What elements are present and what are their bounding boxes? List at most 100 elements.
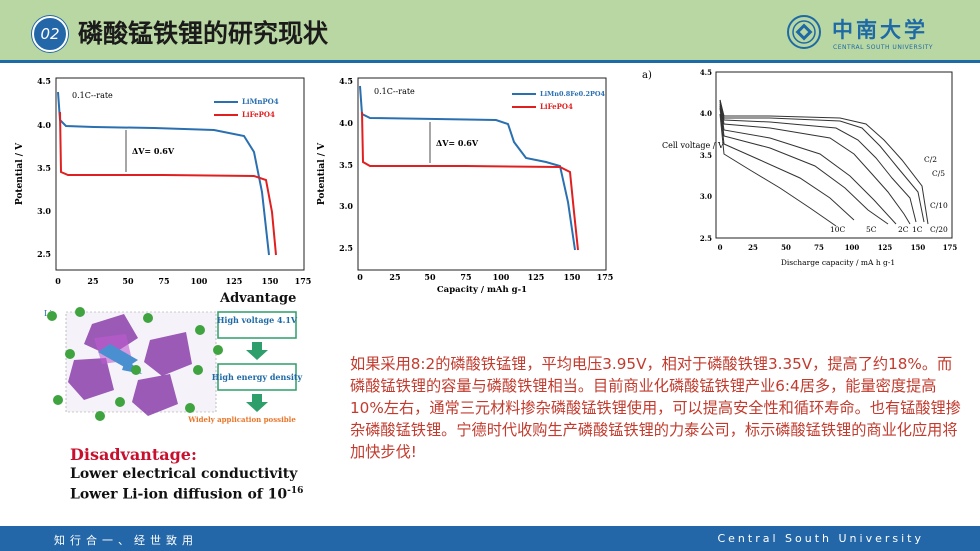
- rate-label-1c: 1C: [912, 225, 923, 234]
- advantage-box-energy-density: High energy density: [212, 372, 303, 382]
- y-tick: 4.5: [339, 76, 353, 86]
- advantage-box-high-voltage: High voltage 4.1V: [217, 315, 298, 325]
- disadvantage-title: Disadvantage:: [70, 445, 197, 464]
- x-tick: 50: [781, 243, 791, 252]
- x-tick: 0: [718, 243, 723, 252]
- header-divider: [0, 60, 980, 63]
- footer-university-name: Central South University: [717, 532, 924, 545]
- x-tick: 150: [911, 243, 926, 252]
- series-line-lifepo4: [59, 111, 277, 256]
- x-tick: 50: [424, 272, 436, 282]
- x-tick: 175: [943, 243, 958, 252]
- chart-limnpo4-vs-lifepo4: Potential / V 4.5 4.0 3.5 3.0 2.5 0 25 5…: [14, 72, 314, 292]
- plot-frame: [357, 77, 607, 271]
- x-tick: 25: [389, 272, 400, 282]
- y-tick: 2.5: [37, 249, 51, 259]
- rate-label-2c: 2C: [898, 225, 909, 234]
- curve-1c: [719, 103, 897, 225]
- advantage-title: Advantage: [220, 291, 297, 306]
- series-line-lifepo4-2: [361, 111, 579, 251]
- y-axis-label: Potential / V: [317, 142, 327, 205]
- x-tick: 25: [87, 276, 98, 286]
- x-tick: 125: [878, 243, 893, 252]
- x-tick: 0: [357, 272, 363, 282]
- rate-label-c5: C/5: [932, 169, 945, 178]
- x-tick: 0: [55, 276, 61, 286]
- x-tick: 125: [226, 276, 243, 286]
- advantage-note: Widely application possible: [187, 415, 296, 424]
- x-tick: 100: [191, 276, 208, 286]
- advantage-diagram: Li High voltage 4.1V High energy density…: [44, 307, 303, 424]
- y-tick: 3.0: [700, 192, 712, 201]
- legend-lifepo4: LiFePO4: [242, 110, 275, 119]
- footer-bar: 知行合一、经世致用 Central South University: [0, 526, 980, 551]
- legend-lifepo4-2: LiFePO4: [540, 102, 573, 111]
- chart-discharge-rate-capability: a) Cell voltage / V 4.5 4.0 3.5 3.0 2.5 …: [640, 64, 964, 274]
- y-tick: 4.5: [700, 68, 712, 77]
- plot-frame: [715, 71, 953, 239]
- y-axis-label: Potential / V: [15, 142, 25, 205]
- y-tick: 3.5: [339, 160, 353, 170]
- legend-limnpo4: LiMnPO4: [242, 97, 279, 106]
- y-tick: 3.0: [339, 201, 353, 211]
- x-tick: 100: [493, 272, 510, 282]
- y-axis-label: Cell voltage / V: [662, 141, 724, 150]
- disadvantage-item-conductivity: Lower electrical conductivity: [70, 466, 298, 482]
- x-tick: 150: [564, 272, 581, 282]
- slide-title: 磷酸锰铁锂的研究现状: [78, 19, 329, 48]
- x-tick: 50: [122, 276, 134, 286]
- curve-c2: [719, 101, 911, 225]
- rate-label: 0.1C--rate: [72, 91, 113, 100]
- header-bar: 02 磷酸锰铁锂的研究现状 中南大学 CENTRAL SOUTH UNIVERS…: [0, 0, 980, 60]
- curve-c5: [719, 99, 917, 223]
- section-number-badge: 02: [32, 16, 68, 52]
- x-tick: 75: [158, 276, 169, 286]
- y-tick: 2.5: [339, 243, 353, 253]
- rate-label-c2: C/2: [924, 155, 937, 164]
- plot-frame: [55, 77, 305, 271]
- x-tick: 75: [814, 243, 824, 252]
- x-tick: 125: [528, 272, 545, 282]
- disadvantage-item-diffusion: Lower Li-ion diffusion of 10-16: [70, 486, 303, 503]
- delta-v-label: ΔV= 0.6V: [436, 138, 479, 148]
- logo-chinese-name: 中南大学: [832, 17, 928, 42]
- curve-2c: [719, 105, 889, 225]
- x-tick: 75: [460, 272, 471, 282]
- diffusion-exponent: -16: [287, 486, 304, 496]
- series-line-limn08fe02po4: [359, 85, 576, 251]
- curve-c20: [719, 99, 929, 225]
- curve-5c: [719, 107, 855, 221]
- chart-limn08fe02po4-vs-lifepo4: Potential / V 4.5 4.0 3.5 3.0 2.5 0 25 5…: [316, 72, 616, 302]
- x-axis-label: Capacity / mAh g-1: [437, 285, 527, 295]
- x-tick: 25: [748, 243, 758, 252]
- university-emblem-icon: [787, 15, 821, 49]
- rate-label-c10: C/10: [930, 201, 948, 210]
- delta-v-label: ΔV= 0.6V: [132, 146, 175, 156]
- rate-label-c20: C/20: [930, 225, 948, 234]
- rate-label-10c: 10C: [830, 225, 846, 234]
- x-axis-label: Discharge capacity / mA h g-1: [781, 258, 895, 267]
- logo-english-name: CENTRAL SOUTH UNIVERSITY: [833, 44, 934, 51]
- y-tick: 3.0: [37, 206, 51, 216]
- y-tick: 3.5: [37, 163, 51, 173]
- x-tick: 150: [262, 276, 279, 286]
- series-line-limnpo4: [57, 91, 270, 256]
- x-tick: 175: [295, 276, 312, 286]
- y-tick: 4.0: [339, 118, 353, 128]
- y-tick: 4.0: [700, 109, 712, 118]
- diffusion-text: Lower Li-ion diffusion of 10: [70, 486, 288, 503]
- y-tick: 3.5: [700, 151, 712, 160]
- x-tick: 175: [597, 272, 614, 282]
- panel-label: a): [642, 70, 652, 81]
- body-paragraph: 如果采用8:2的磷酸铁锰锂，平均电压3.95V，相对于磷酸铁锂3.35V，提高了…: [350, 355, 961, 461]
- footer-motto: 知行合一、经世致用: [54, 534, 198, 547]
- x-tick: 100: [845, 243, 860, 252]
- rate-label: 0.1C--rate: [374, 87, 415, 96]
- legend-limn08fe02po4: LiMn0.8Fe0.2PO4: [540, 90, 606, 98]
- curve-c10: [719, 99, 925, 223]
- rate-label-5c: 5C: [866, 225, 877, 234]
- y-tick: 2.5: [700, 234, 712, 243]
- y-tick: 4.5: [37, 76, 51, 86]
- curve-10c: [719, 113, 837, 227]
- university-logo: 中南大学 CENTRAL SOUTH UNIVERSITY: [786, 14, 946, 56]
